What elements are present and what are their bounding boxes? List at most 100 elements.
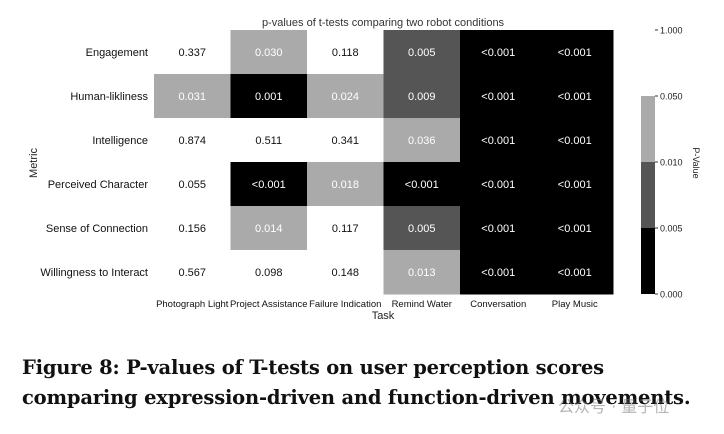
heatmap-cell <box>307 162 384 207</box>
figure-caption: Figure 8: P-values of T-tests on user pe… <box>22 356 691 409</box>
colorbar-tick-label: 0.050 <box>660 92 683 102</box>
y-tick-label: Perceived Character <box>48 179 149 191</box>
cell-value-label: 0.014 <box>255 223 283 235</box>
cell-value-label: 0.013 <box>408 267 436 279</box>
heatmap-cell <box>307 74 384 119</box>
y-axis-label: Metric <box>28 148 40 178</box>
heatmap-cell <box>383 30 461 75</box>
colorbar-segment <box>641 162 655 228</box>
heatmap-cell <box>230 162 308 207</box>
heatmap-cell <box>307 30 384 75</box>
heatmap-cell <box>536 118 614 163</box>
x-tick-label: Project Assistance <box>230 299 308 310</box>
heatmap-cell <box>154 250 231 295</box>
heatmap-cell <box>536 250 614 295</box>
y-tick-label: Sense of Connection <box>46 223 148 235</box>
watermark: 公众号 · 量子位 <box>558 397 670 416</box>
heatmap-cell <box>383 206 461 251</box>
cell-value-label: 0.005 <box>408 47 436 59</box>
colorbar: 1.000 0.050 0.010 0.005 0.000 <box>641 26 683 300</box>
heatmap-cell <box>307 118 384 163</box>
heatmap-cell <box>460 162 537 207</box>
cell-value-label: 0.874 <box>178 135 206 147</box>
cell-value-label: 0.337 <box>178 47 206 59</box>
colorbar-tick-label: 0.000 <box>660 290 683 300</box>
chart-title: p-values of t-tests comparing two robot … <box>262 17 505 29</box>
heatmap-cell <box>536 162 614 207</box>
heatmap-cells: 0.337 0.030 0.118 0.005 <0.001 <0.001 0.031 0.0… <box>154 30 614 295</box>
colorbar-segment <box>641 30 655 96</box>
cell-value-label: 0.001 <box>255 91 283 103</box>
x-axis-label: Task <box>372 310 395 322</box>
heatmap-cell <box>383 118 461 163</box>
cell-value-label: 0.567 <box>178 267 206 279</box>
cell-value-label: 0.148 <box>331 267 359 279</box>
x-tick-label: Conversation <box>470 299 526 310</box>
heatmap-chart: p-values of t-tests comparing two robot … <box>28 17 701 322</box>
cell-value-label: 0.341 <box>331 135 359 147</box>
cell-value-label: 0.024 <box>331 91 359 103</box>
heatmap-cell <box>460 74 537 119</box>
heatmap-cell <box>536 74 614 119</box>
heatmap-cell <box>307 206 384 251</box>
y-tick-label: Intelligence <box>92 135 148 147</box>
cell-value-label: 0.005 <box>408 223 436 235</box>
cell-value-label: 0.118 <box>332 47 359 59</box>
x-tick-label: Failure Indication <box>309 299 381 310</box>
x-tick-label: Play Music <box>552 299 598 310</box>
heatmap-cell <box>230 206 308 251</box>
cell-value-label: <0.001 <box>481 267 515 279</box>
y-tick-label: Human-likliness <box>70 91 148 103</box>
y-tick-labels: Engagement Human-likliness Intelligence Per… <box>40 47 148 279</box>
heatmap-cell <box>460 250 537 295</box>
cell-value-label: 0.030 <box>255 47 283 59</box>
heatmap-cell <box>536 206 614 251</box>
cell-value-label: <0.001 <box>481 47 515 59</box>
cell-value-label: <0.001 <box>558 47 592 59</box>
colorbar-segment <box>641 228 655 294</box>
cell-value-label: <0.001 <box>481 135 515 147</box>
heatmap-cell <box>460 206 537 251</box>
cell-value-label: <0.001 <box>558 267 592 279</box>
cell-value-label: 0.055 <box>178 179 206 191</box>
heatmap-cell <box>383 250 461 295</box>
heatmap-cell <box>536 30 614 75</box>
colorbar-tick-label: 1.000 <box>660 26 683 36</box>
cell-value-label: <0.001 <box>481 91 515 103</box>
heatmap-cell <box>460 118 537 163</box>
cell-value-label: <0.001 <box>252 179 286 191</box>
heatmap-cell <box>230 30 308 75</box>
colorbar-segment <box>641 96 655 162</box>
cell-value-label: <0.001 <box>405 179 439 191</box>
cell-value-label: 0.117 <box>332 223 359 235</box>
heatmap-cell <box>307 250 384 295</box>
cell-value-label: <0.001 <box>481 223 515 235</box>
heatmap-cell <box>154 74 231 119</box>
cell-value-label: 0.036 <box>408 135 436 147</box>
heatmap-cell <box>230 250 308 295</box>
cell-value-label: 0.031 <box>178 91 206 103</box>
x-tick-label: Remind Water <box>392 299 452 310</box>
heatmap-cell <box>460 30 537 75</box>
cell-value-label: <0.001 <box>558 135 592 147</box>
cell-value-label: 0.098 <box>255 267 283 279</box>
heatmap-cell <box>230 74 308 119</box>
cell-value-label: <0.001 <box>558 223 592 235</box>
colorbar-tick-label: 0.010 <box>660 158 683 168</box>
y-tick-label: Engagement <box>86 47 148 59</box>
heatmap-cell <box>154 206 231 251</box>
cell-value-label: 0.009 <box>408 91 436 103</box>
heatmap-cell <box>154 118 231 163</box>
heatmap-cell <box>154 30 231 75</box>
heatmap-cell <box>230 118 308 163</box>
colorbar-tick-label: 0.005 <box>660 224 683 234</box>
x-tick-labels: Photograph Light Project Assistance Failur… <box>156 299 598 310</box>
x-tick-label: Photograph Light <box>156 299 229 310</box>
heatmap-cell <box>383 74 461 119</box>
colorbar-label: P-Value <box>691 147 701 178</box>
cell-value-label: <0.001 <box>558 91 592 103</box>
heatmap-cell <box>154 162 231 207</box>
cell-value-label: 0.511 <box>255 135 282 147</box>
cell-value-label: <0.001 <box>558 179 592 191</box>
y-tick-label: Willingness to Interact <box>40 267 148 279</box>
